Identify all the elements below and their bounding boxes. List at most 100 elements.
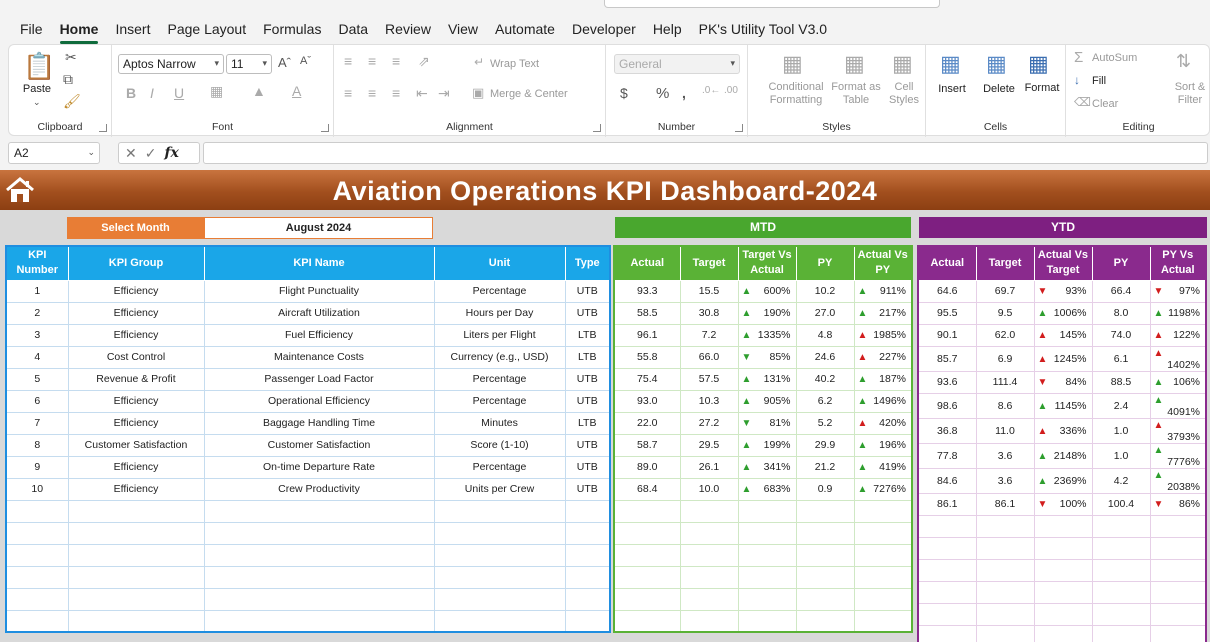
empty-cell[interactable] bbox=[1149, 514, 1207, 538]
insert-button[interactable]: Insert bbox=[938, 83, 966, 95]
search-box[interactable] bbox=[604, 0, 940, 8]
orientation-icon[interactable]: ⇗ bbox=[418, 53, 430, 69]
launcher-icon[interactable] bbox=[593, 124, 601, 132]
ytd-actual-vs-target-cell[interactable]: ▲ 1245% bbox=[1033, 345, 1093, 372]
empty-cell[interactable] bbox=[917, 514, 977, 538]
kpi-name-cell[interactable]: On-time Departure Rate bbox=[203, 455, 435, 479]
ytd-target-cell[interactable]: 8.6 bbox=[975, 392, 1035, 419]
mtd-target-cell[interactable]: 10.3 bbox=[679, 389, 739, 413]
kpi-name-cell[interactable]: Fuel Efficiency bbox=[203, 323, 435, 347]
menu-tab-view[interactable]: View bbox=[447, 21, 479, 37]
kpi-group-cell[interactable]: Efficiency bbox=[67, 455, 205, 479]
bold-icon[interactable]: B bbox=[126, 85, 137, 101]
empty-cell[interactable] bbox=[679, 543, 739, 567]
empty-cell[interactable] bbox=[679, 609, 739, 633]
empty-cell[interactable] bbox=[1091, 536, 1151, 560]
sort-filter-icon[interactable]: ⇅ bbox=[1176, 51, 1192, 71]
ytd-py-vs-actual-cell[interactable]: ▲ 7776% bbox=[1149, 442, 1207, 469]
empty-cell[interactable] bbox=[917, 580, 977, 604]
conditional-formatting-button[interactable]: Conditional Formatting bbox=[760, 81, 832, 107]
menu-tab-home[interactable]: Home bbox=[59, 17, 98, 44]
ytd-py-vs-actual-cell[interactable]: ▼ 97% bbox=[1149, 279, 1207, 303]
empty-cell[interactable] bbox=[67, 609, 205, 633]
ytd-target-cell[interactable]: 3.6 bbox=[975, 442, 1035, 469]
ytd-actual-cell[interactable]: 64.6 bbox=[917, 279, 977, 303]
font-color-icon[interactable]: A bbox=[292, 83, 302, 99]
mtd-actual-cell[interactable]: 58.7 bbox=[613, 433, 681, 457]
mtd-target-vs-actual-cell[interactable]: ▼ 85% bbox=[737, 345, 797, 369]
cell-styles-button[interactable]: Cell Styles bbox=[884, 81, 924, 107]
mtd-actual-vs-py-cell[interactable]: ▲ 227% bbox=[853, 345, 913, 369]
clear-button[interactable]: Clear bbox=[1092, 98, 1119, 110]
empty-cell[interactable] bbox=[613, 521, 681, 545]
empty-cell[interactable] bbox=[433, 521, 566, 545]
unit-cell[interactable]: Percentage bbox=[433, 455, 566, 479]
unit-cell[interactable]: Minutes bbox=[433, 411, 566, 435]
mtd-py-cell[interactable]: 21.2 bbox=[795, 455, 855, 479]
mtd-actual-cell[interactable]: 93.0 bbox=[613, 389, 681, 413]
mtd-target-cell[interactable]: 30.8 bbox=[679, 301, 739, 325]
empty-cell[interactable] bbox=[737, 587, 797, 611]
wrap-text-icon[interactable]: ↵ bbox=[474, 55, 485, 69]
empty-cell[interactable] bbox=[917, 558, 977, 582]
kpi-number-cell[interactable]: 5 bbox=[5, 367, 69, 391]
mtd-actual-vs-py-cell[interactable]: ▲ 217% bbox=[853, 301, 913, 325]
fill-button[interactable]: Fill bbox=[1092, 75, 1107, 87]
sort-filter-button[interactable]: Sort & Filter bbox=[1170, 81, 1210, 107]
mtd-py-cell[interactable]: 0.9 bbox=[795, 477, 855, 501]
ytd-py-cell[interactable]: 88.5 bbox=[1091, 370, 1151, 394]
ytd-target-cell[interactable]: 62.0 bbox=[975, 323, 1035, 347]
empty-cell[interactable] bbox=[1149, 602, 1207, 626]
kpi-number-cell[interactable]: 4 bbox=[5, 345, 69, 369]
mtd-actual-vs-py-cell[interactable]: ▲ 196% bbox=[853, 433, 913, 457]
empty-cell[interactable] bbox=[917, 536, 977, 560]
ytd-actual-vs-target-cell[interactable]: ▲ 1145% bbox=[1033, 392, 1093, 419]
ytd-py-vs-actual-cell[interactable]: ▲ 122% bbox=[1149, 323, 1207, 347]
empty-cell[interactable] bbox=[795, 565, 855, 589]
align-top-icon[interactable]: ≡ bbox=[344, 53, 353, 69]
ytd-py-cell[interactable]: 2.4 bbox=[1091, 392, 1151, 419]
month-select[interactable]: August 2024 bbox=[204, 217, 433, 239]
cancel-icon[interactable]: ✕ bbox=[125, 144, 137, 161]
mtd-target-vs-actual-cell[interactable]: ▲ 683% bbox=[737, 477, 797, 501]
empty-cell[interactable] bbox=[203, 499, 435, 523]
kpi-number-cell[interactable]: 1 bbox=[5, 279, 69, 303]
merge-icon[interactable]: ▣ bbox=[472, 85, 485, 100]
ytd-py-vs-actual-cell[interactable]: ▲ 1402% bbox=[1149, 345, 1207, 372]
menu-tab-insert[interactable]: Insert bbox=[115, 21, 151, 37]
format-painter-icon[interactable]: 🖌 bbox=[63, 93, 81, 109]
empty-cell[interactable] bbox=[433, 499, 566, 523]
mtd-actual-vs-py-cell[interactable]: ▲ 1985% bbox=[853, 323, 913, 347]
empty-cell[interactable] bbox=[67, 521, 205, 545]
ytd-target-cell[interactable]: 11.0 bbox=[975, 417, 1035, 444]
empty-cell[interactable] bbox=[975, 536, 1035, 560]
empty-cell[interactable] bbox=[1033, 514, 1093, 538]
comma-icon[interactable]: , bbox=[682, 85, 686, 101]
empty-cell[interactable] bbox=[917, 602, 977, 626]
chevron-down-icon[interactable]: ⌄ bbox=[33, 97, 41, 107]
kpi-name-cell[interactable]: Aircraft Utilization bbox=[203, 301, 435, 325]
launcher-icon[interactable] bbox=[321, 124, 329, 132]
grow-font-icon[interactable]: Aˆ bbox=[278, 55, 291, 70]
mtd-actual-cell[interactable]: 58.5 bbox=[613, 301, 681, 325]
empty-cell[interactable] bbox=[564, 521, 611, 545]
mtd-py-cell[interactable]: 27.0 bbox=[795, 301, 855, 325]
menu-tab-file[interactable]: File bbox=[20, 21, 43, 37]
type-cell[interactable]: UTB bbox=[564, 433, 611, 457]
kpi-number-cell[interactable]: 6 bbox=[5, 389, 69, 413]
empty-cell[interactable] bbox=[853, 521, 913, 545]
kpi-group-cell[interactable]: Efficiency bbox=[67, 411, 205, 435]
ytd-py-vs-actual-cell[interactable]: ▲ 1198% bbox=[1149, 301, 1207, 325]
mtd-target-vs-actual-cell[interactable]: ▲ 905% bbox=[737, 389, 797, 413]
mtd-py-cell[interactable]: 4.8 bbox=[795, 323, 855, 347]
ytd-py-cell[interactable]: 100.4 bbox=[1091, 492, 1151, 516]
delete-cells-icon[interactable]: ▦ bbox=[986, 51, 1007, 76]
empty-cell[interactable] bbox=[1149, 580, 1207, 604]
type-cell[interactable]: UTB bbox=[564, 455, 611, 479]
ytd-actual-cell[interactable]: 85.7 bbox=[917, 345, 977, 372]
increase-indent-icon[interactable]: ⇥ bbox=[438, 85, 450, 101]
empty-cell[interactable] bbox=[1033, 602, 1093, 626]
unit-cell[interactable]: Percentage bbox=[433, 279, 566, 303]
empty-cell[interactable] bbox=[433, 609, 566, 633]
empty-cell[interactable] bbox=[433, 587, 566, 611]
